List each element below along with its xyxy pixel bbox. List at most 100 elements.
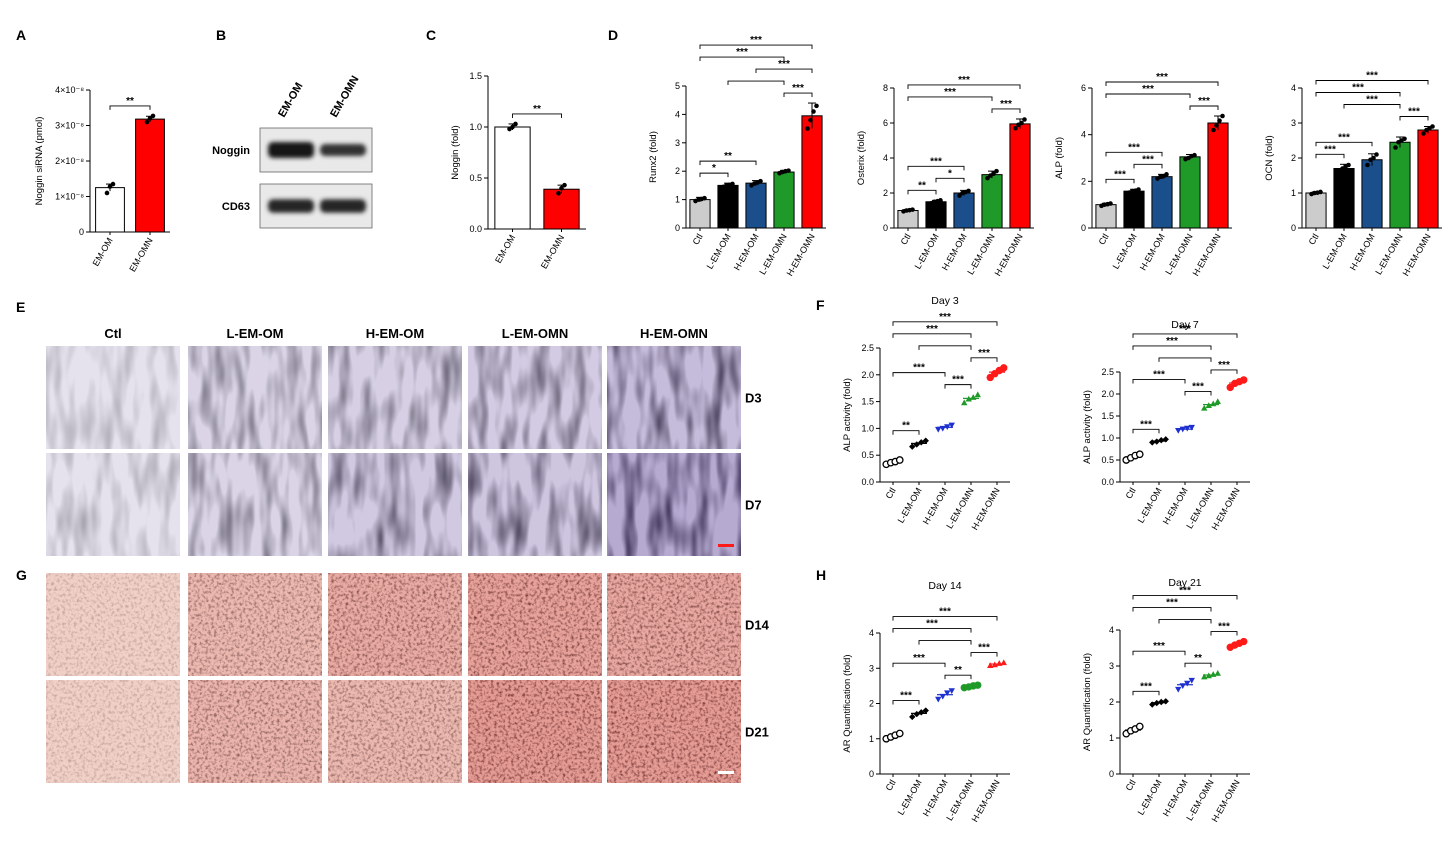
panel-label-d: D	[608, 27, 618, 43]
chart-d-ocn: 0 1 2 3 4 OCN (fold) Ctl L-EM-OM H-EM-OML-EM-OMN…	[1264, 71, 1442, 278]
y-tick-label: 1.5	[469, 71, 482, 81]
data-point	[1179, 426, 1186, 433]
significance-bracket	[1315, 141, 1373, 147]
significance-label: ***	[1142, 154, 1154, 165]
x-tick-label: EM-OMN	[539, 233, 566, 270]
data-point	[1019, 120, 1024, 126]
micrograph-image	[328, 573, 462, 676]
y-axis-label: Runx2 (fold)	[648, 131, 659, 183]
significance-label: ***	[926, 619, 938, 630]
significance-bracket	[892, 662, 946, 668]
micrograph-tint	[468, 680, 602, 783]
y-tick-label: 4	[869, 628, 874, 638]
significance-label: **	[724, 151, 732, 162]
x-tick-label: EM-OM	[91, 236, 115, 268]
chart-d-runx2: 0 1 2 3 4 5 Runx2 (fold) Ctl L-EM-OM H-EM-OML-EM-…	[648, 35, 826, 278]
panel-labels: A B C D E F G H	[16, 27, 826, 583]
data-point	[1210, 671, 1217, 677]
data-point	[1226, 383, 1234, 392]
significance-label: ***	[1166, 598, 1178, 609]
data-point	[948, 688, 955, 695]
y-tick-label: 2.0	[861, 370, 874, 380]
micrograph-tint	[188, 453, 322, 556]
micrograph-stain	[188, 680, 322, 783]
y-tick-label: 1	[1291, 188, 1296, 198]
x-tick-label: L-EM-OMN	[757, 232, 788, 276]
micrograph-stain	[46, 680, 180, 783]
significance-label: ***	[792, 83, 804, 94]
significance-label: ***	[1338, 132, 1350, 143]
data-point	[1184, 680, 1191, 687]
chart-d-osterix: 0 2 4 6 8 Osterix (fold) Ctl L-EM-OM H-EM-OML-EM…	[856, 75, 1034, 278]
significance-bracket	[970, 652, 998, 657]
significance-bracket	[755, 68, 813, 74]
significance-bracket	[970, 357, 998, 362]
data-point	[786, 168, 791, 173]
data-point	[895, 729, 904, 738]
bar	[95, 187, 125, 233]
data-point	[909, 443, 916, 450]
data-point	[895, 456, 904, 464]
significance-label: ***	[1140, 419, 1152, 430]
data-point	[994, 168, 999, 174]
micrograph-tint	[328, 573, 462, 676]
significance-label: ***	[944, 87, 956, 98]
data-point	[730, 181, 735, 187]
data-point	[1371, 155, 1376, 161]
blot-band	[268, 199, 314, 213]
bar	[773, 171, 795, 229]
micrograph-tint	[607, 573, 741, 676]
data-point	[1179, 683, 1186, 689]
data-point	[1158, 698, 1165, 706]
data-point	[805, 126, 810, 131]
y-tick-label: 3	[675, 138, 680, 148]
data-point	[1211, 127, 1216, 133]
micrograph-tint	[328, 680, 462, 783]
data-point	[1240, 376, 1248, 384]
y-axis-label: Noggin siRNA (pmol)	[34, 117, 45, 206]
data-point	[1175, 686, 1182, 693]
significance-bracket	[918, 640, 972, 645]
significance-bracket	[699, 160, 757, 166]
micrograph-column-label: L-EM-OM	[226, 326, 283, 341]
micrograph-image	[46, 680, 180, 783]
micrograph-image	[328, 346, 462, 449]
micrograph-tint	[468, 346, 602, 449]
data-point	[513, 121, 518, 127]
significance-bracket	[1210, 631, 1238, 636]
blot-band	[320, 199, 366, 213]
x-tick-label: L-EM-OM	[896, 486, 924, 525]
y-tick-label: 1.5	[861, 397, 874, 407]
significance-bracket	[699, 44, 813, 50]
y-tick-label: 0	[1081, 223, 1086, 233]
x-tick-label: H-EM-OM	[1161, 778, 1190, 818]
data-point	[948, 422, 955, 429]
bar	[1389, 141, 1411, 229]
y-tick-label: 1.5	[1101, 411, 1114, 421]
bar	[494, 126, 531, 230]
x-tick-label: L-EM-OM	[896, 778, 924, 817]
data-point	[1430, 124, 1435, 129]
significance-label: ***	[978, 348, 990, 359]
significance-label: ***	[1366, 95, 1378, 106]
data-point	[1184, 425, 1191, 432]
micrograph-stain	[188, 453, 322, 556]
blot-row-label: Noggin	[212, 145, 250, 157]
micrograph-grid-ar: D14 D21	[46, 573, 770, 783]
y-tick-label: 1	[869, 734, 874, 744]
significance-bracket	[783, 92, 813, 98]
y-tick-label: 8	[883, 83, 888, 93]
y-tick-label: 4	[1291, 83, 1296, 93]
significance-bracket	[699, 172, 729, 178]
micrograph-image	[607, 573, 741, 676]
x-tick-label: L-EM-OMN	[965, 232, 996, 276]
data-point	[1240, 637, 1248, 646]
bar	[981, 174, 1003, 229]
significance-bracket	[935, 177, 965, 183]
micrograph-stain	[46, 573, 180, 676]
data-point	[811, 109, 816, 114]
significance-bracket	[1105, 93, 1191, 98]
significance-label: ***	[1153, 369, 1165, 380]
chart-h-day14: Day 14 0 1 2 3 4 AR Quantification (fold) CtlL-…	[842, 580, 1010, 824]
y-tick-label: 2	[883, 188, 888, 198]
